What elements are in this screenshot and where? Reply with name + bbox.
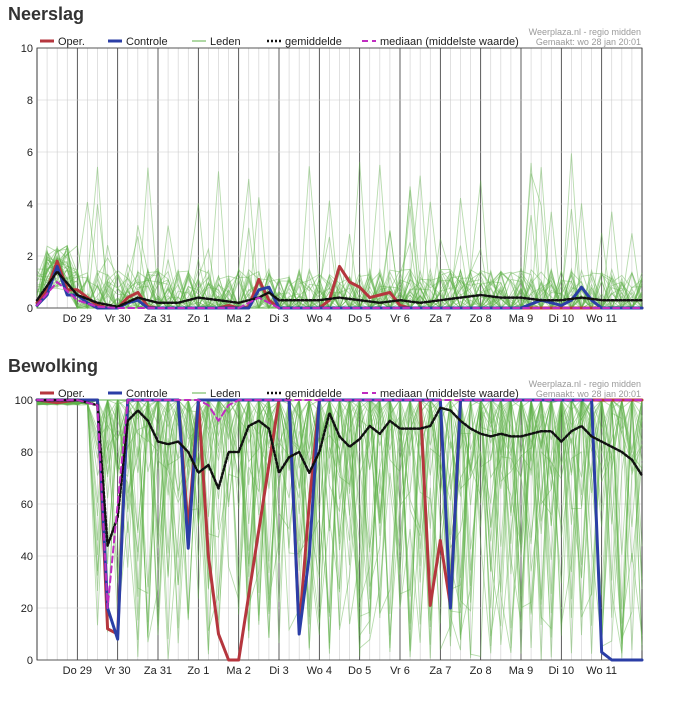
y-tick-label: 2 [27,251,33,263]
legend: Oper. Controle Leden gemiddelde mediaan (mid… [40,36,519,48]
x-tick-label: Ma 2 [226,665,250,677]
credit-source: Weerplaza.nl - regio midden [529,27,641,37]
neerslag-chart: 0 2 4 6 8 10 Do 29 Vr 30 Za 31 Zo 1 Ma 2 Di 3 Wo 4 Do… [21,27,644,325]
y-tick-label: 100 [15,395,33,407]
series-mediaan [36,281,643,309]
y-tick-label: 60 [21,499,33,511]
legend-label: Leden [210,36,241,48]
x-tick-label: Di 3 [269,313,289,325]
x-tick-label: Do 5 [348,665,371,677]
y-tick-label: 10 [21,43,33,55]
legend-label: Oper. [58,388,85,400]
credit-timestamp: Gemaakt: wo 28 jan 20:01 [536,37,641,47]
legend-label: Controle [126,388,168,400]
y-tick-label: 80 [21,447,33,459]
credit-source: Weerplaza.nl - regio midden [529,379,641,389]
x-tick-label: Ma 9 [509,665,533,677]
x-tick-label: Wo 4 [307,665,332,677]
series-mediaan [36,399,643,609]
x-tick-label: Za 7 [429,313,451,325]
x-tick-label: Zo 1 [187,313,209,325]
x-tick-label: Za 31 [144,313,172,325]
y-tick-label: 6 [27,147,33,159]
leden-line [36,398,643,657]
legend: Oper. Controle Leden gemiddelde mediaan (mid… [40,388,519,400]
y-tick-label: 8 [27,95,33,107]
x-tick-label: Vr 30 [105,313,131,325]
x-tick-label: Ma 9 [509,313,533,325]
x-tick-label: Za 7 [429,665,451,677]
y-tick-label: 0 [27,655,33,667]
legend-label: gemiddelde [285,388,342,400]
series-gemiddelde [35,398,644,547]
y-tick-label: 20 [21,603,33,615]
x-tick-label: Vr 6 [390,313,410,325]
x-tick-label: Zo 8 [470,665,492,677]
x-tick-label: Di 3 [269,665,289,677]
y-tick-label: 0 [27,303,33,315]
x-tick-label: Vr 6 [390,665,410,677]
series-gemiddelde [35,270,644,308]
legend-label: Oper. [58,36,85,48]
legend-label: mediaan (middelste waarde) [380,36,519,48]
legend-label: Leden [210,388,241,400]
leden-line [36,398,643,638]
x-tick-label: Do 29 [63,313,92,325]
series-oper [35,398,644,662]
x-tick-label: Do 5 [348,313,371,325]
legend-label: Controle [126,36,168,48]
x-tick-label: Ma 2 [226,313,250,325]
neerslag-panel: Neerslag 0 2 4 6 8 10 Do 29 Vr 30 Za 31 Zo 1 Ma 2 D… [0,0,678,345]
x-tick-label: Wo 11 [586,313,617,325]
y-tick-label: 4 [27,199,33,211]
bewolking-chart: 0 20 40 60 80 100 Do 29 Vr 30 Za 31 Zo 1 Ma 2 Di 3 W… [15,379,644,677]
leden-line [36,244,642,310]
x-tick-label: Zo 8 [470,313,492,325]
leden-line [36,399,643,658]
x-tick-label: Di 10 [548,313,574,325]
leden-line [36,254,643,310]
credit-timestamp: Gemaakt: wo 28 jan 20:01 [536,389,641,399]
y-tick-label: 40 [21,551,33,563]
x-tick-label: Vr 30 [105,665,131,677]
x-tick-label: Wo 11 [586,665,617,677]
x-tick-label: Di 10 [548,665,574,677]
bewolking-panel: Bewolking 0 20 40 60 80 100 Do 29 Vr 30 Za 31 Zo … [0,352,678,689]
legend-label: gemiddelde [285,36,342,48]
x-tick-label: Zo 1 [187,665,209,677]
x-tick-label: Wo 4 [307,313,332,325]
panel-title: Bewolking [8,356,99,376]
x-tick-label: Za 31 [144,665,172,677]
legend-label: mediaan (middelste waarde) [380,388,519,400]
x-tick-label: Do 29 [63,665,92,677]
panel-title: Neerslag [8,4,85,24]
